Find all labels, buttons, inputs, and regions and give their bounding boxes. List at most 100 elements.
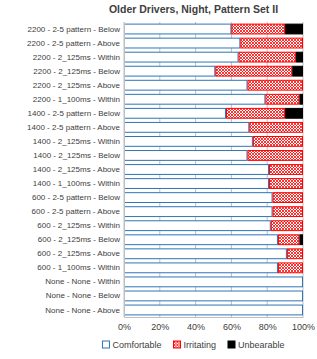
tick: 60% [223,317,241,332]
tick: 600 - 2-5 pattern - Above [32,207,125,216]
tick-label: 1400 - 2_125ms - Below [33,151,120,160]
bar-segment [273,207,302,217]
tick: 2200 - 1_100ms - Within [33,95,124,104]
bar-segment [232,24,285,34]
legend: Comfortable Irritating Unbearable [102,340,284,350]
bar-segment [271,221,302,231]
tick: 1400 - 1_100ms - Within [33,179,124,188]
bar-segment [253,136,302,146]
tick-label: 1400 - 1_100ms - Within [33,179,120,188]
bar-segment [125,249,287,259]
tick-label: 20% [151,322,169,332]
bar-segment [241,38,303,48]
tick-label: 600 - 1_100ms - Within [37,263,120,272]
bar-segment [248,151,302,161]
grid [124,22,303,317]
legend-swatch [228,341,235,348]
bar-segment [296,52,302,62]
legend-item: Irritating [173,340,216,350]
bar-segment [278,235,298,245]
chart: 0% 20% 40% 60% 80% 100% 2200 - 2-5 pattern - B… [0,0,317,359]
legend-item: Comfortable [102,340,161,350]
legend-label: Unbearable [238,340,285,350]
tick: None - None - Below [46,291,124,300]
tick: 100% [292,317,315,332]
grid-line [124,22,125,317]
tick-label: None - None - Within [45,277,120,286]
tick-label: 600 - 2_125ms - Within [37,221,120,230]
bar-segment [125,165,269,175]
tick-label: None - None - Above [45,306,120,315]
tick: 40% [187,317,205,332]
tick: 1400 - 2-5 pattern - Below [28,109,125,118]
tick-label: None - None - Below [46,291,120,300]
tick-label: 600 - 2-5 pattern - Above [32,207,121,216]
tick: 80% [259,317,277,332]
tick-label: 1400 - 2_125ms - Within [33,137,120,146]
legend-swatch [102,341,109,348]
bar-segment [125,193,273,203]
tick-label: 80% [259,322,277,332]
bar-segment [293,66,303,76]
tick-label: 2200 - 2-5 pattern - Below [28,25,121,34]
tick-label: 40% [187,322,205,332]
tick-label: 100% [292,322,315,332]
bar-segment [300,94,303,104]
bar-segment [125,207,273,217]
tick: 2200 - 2-5 pattern - Above [27,39,124,48]
tick: 20% [151,317,169,332]
series [125,24,303,315]
tick: 2200 - 2_125ms - Within [33,53,124,62]
tick-label: 600 - 2_125ms - Above [37,249,120,258]
bar-segment [125,235,278,245]
tick: 1400 - 2_125ms - Within [33,137,124,146]
tick: 2200 - 2-5 pattern - Below [28,25,125,34]
bar-segment [125,80,248,90]
tick-label: 1400 - 2-5 pattern - Below [28,109,121,118]
bar-segment [286,108,303,118]
bar-segment [125,291,303,301]
bar-segment [273,193,302,203]
title: Older Drivers, Night, Pattern Set II [109,3,278,15]
bar-segment [250,122,303,132]
series [216,24,303,273]
tick: 2200 - 2_125ms - Below [33,67,124,76]
tick: 600 - 2_125ms - Within [37,221,124,230]
tick: 600 - 1_100ms - Within [37,263,124,272]
tick-label: 1400 - 2_125ms - Above [33,165,121,174]
legend-item: Unbearable [228,340,285,350]
bar-segment [125,122,249,132]
tick: 1400 - 2_125ms - Below [33,151,124,160]
bar-segment [269,179,302,189]
bars [125,24,303,315]
y-axis: 2200 - 2-5 pattern - Below 2200 - 2-5 pat… [27,23,124,318]
bar-segment [287,249,302,259]
axis-line [125,317,304,318]
tick: 0% [118,317,131,332]
bar-segment [286,24,303,34]
tick: 600 - 2_125ms - Above [37,249,124,258]
bar-segment [125,136,253,146]
tick: None - None - Within [45,277,124,286]
tick: None - None - Above [45,306,124,315]
bar-segment [266,94,299,104]
tick-label: 0% [118,322,131,332]
tick-label: 1400 - 2-5 pattern - Above [27,123,121,132]
tick-label: 2200 - 2-5 pattern - Above [27,39,121,48]
bar-segment [125,66,215,76]
tick-label: 600 - 2-5 pattern - Below [32,193,120,202]
axis-line [124,23,125,318]
bar-segment [125,263,278,273]
legend-swatch [173,341,180,348]
bar-segment [125,277,303,287]
bar-segment [227,108,285,118]
bar-segment [125,94,265,104]
tick-label: 60% [223,322,241,332]
bar-segment [269,165,302,175]
legend-label: Comfortable [112,340,161,350]
plot-area: 0% 20% 40% 60% 80% 100% 2200 - 2-5 pattern - B… [27,22,315,332]
tick: 1400 - 2-5 pattern - Above [27,123,124,132]
bar-segment [125,108,226,118]
series [286,24,303,245]
tick: 1400 - 2_125ms - Above [33,165,124,174]
